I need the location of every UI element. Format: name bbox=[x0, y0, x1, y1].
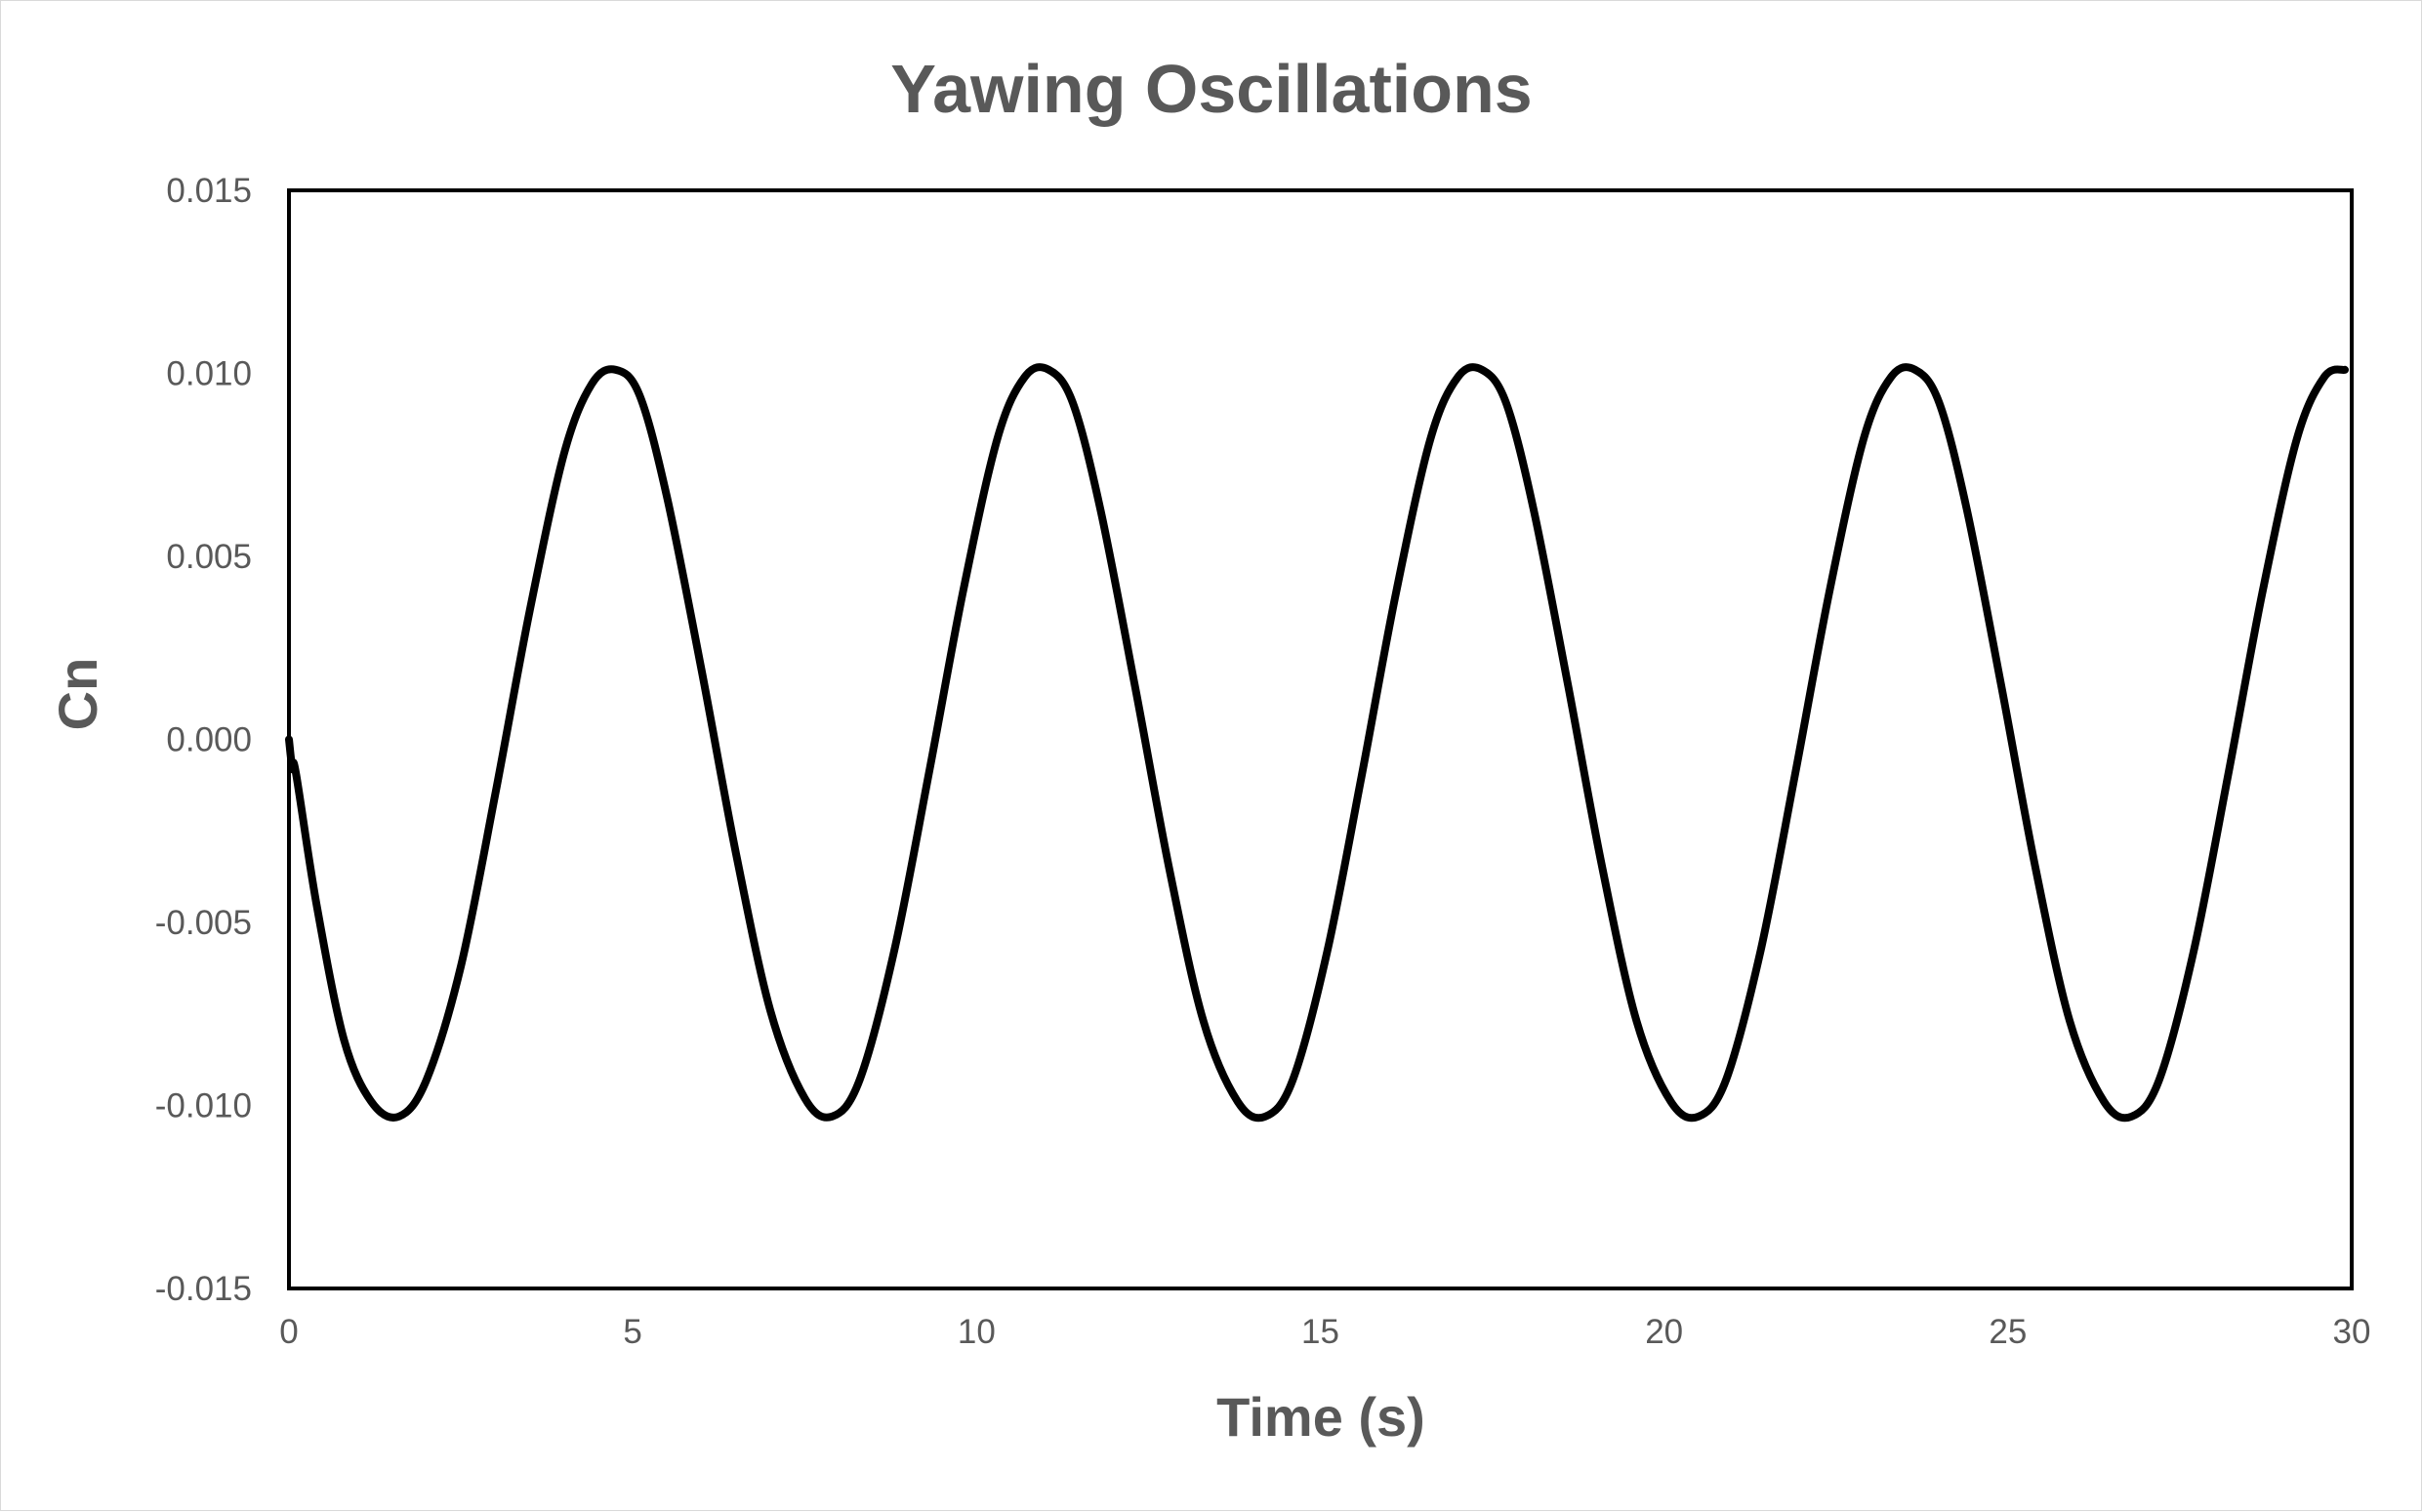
x-tick-label: 25 bbox=[1989, 1313, 2027, 1351]
y-tick-label: -0.010 bbox=[155, 1087, 252, 1125]
x-tick-label: 0 bbox=[279, 1313, 298, 1351]
x-tick-label: 10 bbox=[958, 1313, 996, 1351]
y-axis-ticks: 0.015 0.010 0.005 0.000 -0.005 -0.010 -0.015 bbox=[155, 172, 252, 1308]
x-tick-label: 15 bbox=[1301, 1313, 1339, 1351]
x-axis-ticks: 0 5 10 15 20 25 30 bbox=[279, 1313, 2370, 1351]
chart-title: Yawing Oscillations bbox=[890, 51, 1532, 127]
y-tick-label: -0.005 bbox=[155, 904, 252, 942]
y-axis-title: Cn bbox=[47, 658, 108, 731]
y-tick-label: 0.010 bbox=[166, 355, 252, 393]
x-tick-label: 20 bbox=[1645, 1313, 1683, 1351]
x-axis-title: Time (s) bbox=[1216, 1386, 1425, 1448]
series-line-cn bbox=[285, 363, 2349, 1123]
y-tick-label: 0.015 bbox=[166, 172, 252, 210]
plot-area-border bbox=[287, 188, 2354, 1290]
x-tick-label: 5 bbox=[623, 1313, 641, 1351]
x-tick-label: 30 bbox=[2333, 1313, 2371, 1351]
y-tick-label: -0.015 bbox=[155, 1270, 252, 1308]
y-tick-label: 0.000 bbox=[166, 721, 252, 759]
y-tick-label: 0.005 bbox=[166, 538, 252, 576]
